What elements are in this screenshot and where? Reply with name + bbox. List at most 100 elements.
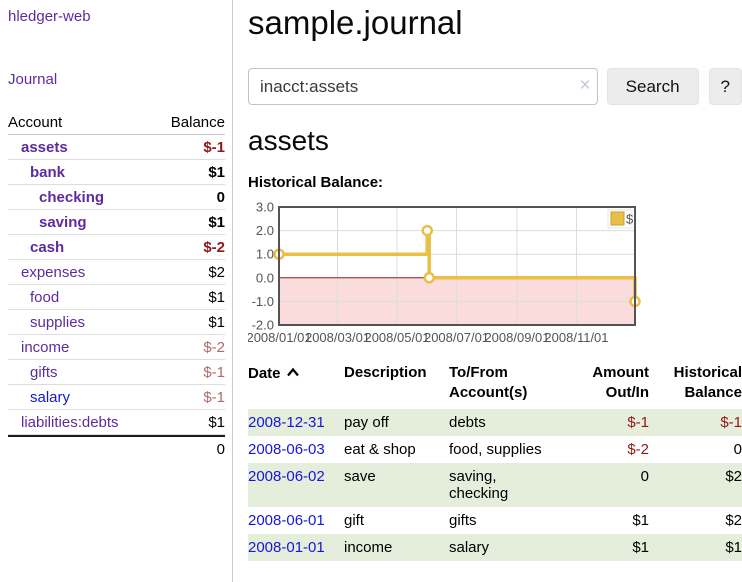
transaction-row: 2008-06-02 save saving, checking 0 $2 (248, 463, 742, 507)
account-link-assets[interactable]: assets (21, 139, 68, 156)
account-balance: 0 (216, 189, 225, 206)
transaction-balance: $-1 (720, 414, 742, 431)
account-link-cash[interactable]: cash (30, 239, 65, 256)
transaction-accounts: food, supplies (449, 441, 542, 458)
account-row: expenses $2 (8, 260, 225, 285)
account-row: checking 0 (8, 185, 225, 210)
account-row: food $1 (8, 285, 225, 310)
transaction-row: 2008-06-03 eat & shop food, supplies $-2… (248, 436, 742, 463)
account-balance: $1 (208, 164, 225, 181)
col-header-amount: Amount Out/In (592, 364, 649, 401)
transaction-row: 2008-01-01 income salary $1 $1 (248, 534, 742, 561)
svg-text:3.0: 3.0 (256, 200, 274, 215)
account-page-title: assets (248, 125, 329, 156)
svg-text:2008/01/01: 2008/01/01 (248, 330, 312, 345)
transaction-row: 2008-12-31 pay off debts $-1 $-1 (248, 409, 742, 436)
account-link-supplies[interactable]: supplies (30, 314, 86, 331)
account-link-gifts[interactable]: gifts (30, 364, 58, 381)
transaction-description: pay off (344, 414, 389, 431)
chart-heading: Historical Balance: (248, 174, 384, 191)
transaction-date-link[interactable]: 2008-06-01 (248, 512, 325, 529)
account-link-income[interactable]: income (21, 339, 70, 356)
accounts-table: Account Balance assets $-1 bank $1 check… (8, 110, 225, 461)
transaction-balance: $2 (725, 512, 742, 529)
account-balance: $1 (208, 214, 225, 231)
transaction-accounts: saving, checking (449, 468, 509, 502)
clear-search-icon[interactable]: × (579, 75, 591, 96)
sort-ascending-icon (286, 363, 300, 383)
account-balance: $1 (208, 414, 225, 431)
transaction-date-link[interactable]: 2008-06-03 (248, 441, 325, 458)
accounts-total-balance: 0 (216, 441, 225, 458)
transaction-amount: $1 (632, 539, 649, 556)
account-link-salary[interactable]: salary (30, 389, 71, 406)
svg-text:2.0: 2.0 (256, 223, 274, 238)
account-row: income $-2 (8, 335, 225, 360)
transaction-accounts: gifts (449, 512, 477, 529)
account-row: salary $-1 (8, 385, 225, 410)
transaction-date-link[interactable]: 2008-12-31 (248, 414, 325, 431)
accounts-header-balance: Balance (170, 114, 225, 131)
help-button[interactable]: ? (708, 68, 742, 105)
svg-text:-2.0: -2.0 (252, 318, 274, 333)
search-input[interactable] (248, 68, 598, 105)
transaction-amount: $-2 (627, 441, 649, 458)
account-link-saving[interactable]: saving (39, 214, 87, 231)
account-row: bank $1 (8, 160, 225, 185)
transaction-description: gift (344, 512, 365, 529)
col-header-date-label: Date (248, 365, 281, 382)
transaction-amount: 0 (640, 468, 649, 485)
account-row: liabilities:debts $1 (8, 410, 225, 435)
svg-text:$: $ (626, 212, 634, 227)
account-balance: $1 (208, 314, 225, 331)
transaction-amount: $-1 (627, 414, 649, 431)
historical-balance-chart: 3.0 2.0 1.0 0.0 -1.0 -2.0 2008/01/01 2008/03/01… (246, 199, 742, 351)
account-row: saving $1 (8, 210, 225, 235)
account-row: gifts $-1 (8, 360, 225, 385)
account-balance: $-1 (203, 364, 225, 381)
transaction-description: eat & shop (344, 441, 416, 458)
sidebar: hledger-web Journal Account Balance asse… (0, 0, 233, 582)
col-header-description: Description (344, 364, 427, 381)
sidebar-item-journal[interactable]: Journal (8, 71, 58, 88)
transaction-balance: 0 (733, 441, 742, 458)
svg-text:2008/11/01: 2008/11/01 (544, 330, 608, 345)
account-row: assets $-1 (8, 135, 225, 160)
accounts-header-row: Account Balance (8, 110, 225, 135)
account-balance: $2 (208, 264, 225, 281)
transaction-amount: $1 (632, 512, 649, 529)
svg-text:2008/07/01: 2008/07/01 (424, 330, 489, 345)
account-link-bank[interactable]: bank (30, 164, 66, 181)
account-link-checking[interactable]: checking (39, 189, 105, 206)
transaction-description: save (344, 468, 376, 485)
svg-text:-1.0: -1.0 (252, 294, 274, 309)
svg-text:2008/03/01: 2008/03/01 (305, 330, 370, 345)
col-header-date[interactable]: Date (248, 363, 344, 409)
account-balance: $-2 (203, 339, 225, 356)
transaction-description: income (344, 539, 393, 556)
account-link-expenses[interactable]: expenses (21, 264, 86, 281)
account-balance: $-2 (203, 239, 225, 256)
transaction-row: 2008-06-01 gift gifts $1 $2 (248, 507, 742, 534)
svg-text:0.0: 0.0 (256, 270, 274, 285)
account-link-liabilities-debts[interactable]: liabilities:debts (21, 414, 119, 431)
app-brand-link[interactable]: hledger-web (8, 8, 91, 25)
transaction-accounts: debts (449, 414, 486, 431)
transactions-header-row: Date Description To/From Account(s) Amou… (248, 363, 742, 409)
account-balance: $-1 (203, 389, 225, 406)
account-balance: $1 (208, 289, 225, 306)
account-row: cash $-2 (8, 235, 225, 260)
transactions-table: Date Description To/From Account(s) Amou… (248, 363, 742, 561)
account-link-food[interactable]: food (30, 289, 60, 306)
accounts-header-account: Account (8, 114, 63, 131)
svg-text:2008/09/01: 2008/09/01 (484, 330, 549, 345)
account-balance: $-1 (203, 139, 225, 156)
transaction-balance: $1 (725, 539, 742, 556)
search-button[interactable]: Search (606, 68, 699, 105)
account-row: supplies $1 (8, 310, 225, 335)
accounts-total-row: 0 (8, 435, 225, 461)
transaction-date-link[interactable]: 2008-06-02 (248, 468, 325, 485)
svg-text:1.0: 1.0 (256, 247, 274, 262)
main-content: sample.journal × Search ? assets Histori… (246, 0, 742, 561)
transaction-date-link[interactable]: 2008-01-01 (248, 539, 325, 556)
